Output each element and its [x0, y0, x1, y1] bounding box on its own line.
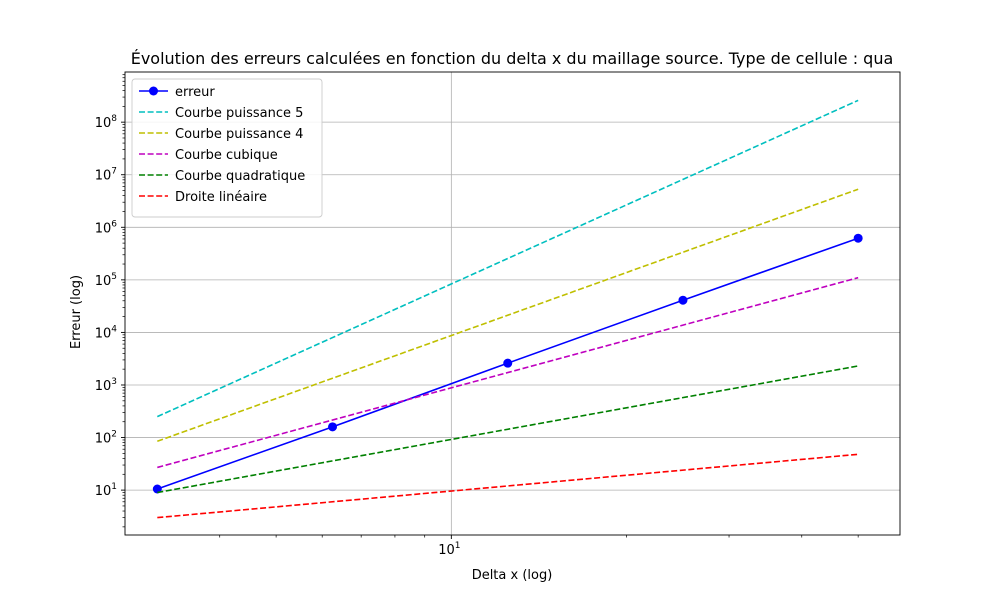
legend-entry-2: Courbe puissance 4	[139, 127, 303, 142]
grid	[125, 72, 900, 535]
series-line	[157, 188, 859, 443]
x-axis-label: Delta x (log)	[472, 568, 553, 583]
y-tick-base: 10	[95, 326, 112, 341]
legend-label: Courbe quadratique	[175, 169, 305, 184]
y-tick-label: 107	[95, 167, 117, 184]
x-tick-base: 10	[438, 543, 455, 558]
y-tick-label: 102	[95, 430, 117, 447]
y-tick-label: 108	[95, 114, 118, 131]
series-layer	[152, 99, 863, 519]
x-tick-label: 101	[438, 541, 460, 558]
y-tick-exponent: 5	[111, 272, 117, 282]
series-2	[157, 188, 859, 443]
y-tick-label: 105	[95, 272, 117, 289]
chart-title: Évolution des erreurs calculées en fonct…	[131, 49, 894, 68]
y-tick-exponent: 1	[111, 482, 117, 492]
y-tick-label: 101	[95, 482, 117, 499]
legend-label: erreur	[175, 85, 215, 100]
y-axis-label: Erreur (log)	[69, 275, 84, 349]
legend-label: Droite linéaire	[175, 190, 267, 205]
legend-entry-4: Courbe quadratique	[139, 169, 305, 184]
legend-entry-1: Courbe puissance 5	[139, 106, 303, 121]
data-point	[853, 233, 863, 243]
data-point	[503, 358, 513, 368]
legend-label: Courbe puissance 4	[175, 127, 303, 142]
data-point	[152, 484, 162, 494]
series-line	[156, 99, 859, 418]
series-1	[156, 99, 859, 418]
series-line	[157, 276, 859, 469]
legend-label: Courbe puissance 5	[175, 106, 303, 121]
legend-marker	[149, 86, 158, 96]
y-tick-label: 104	[95, 324, 118, 341]
y-tick-exponent: 2	[111, 430, 117, 440]
y-tick-base: 10	[95, 484, 112, 499]
series-line	[157, 365, 859, 494]
y-tick-exponent: 4	[111, 324, 117, 334]
y-tick-exponent: 8	[111, 114, 117, 124]
plot-frame	[124, 71, 901, 536]
series-3	[157, 276, 859, 469]
series-5	[157, 453, 859, 519]
x-tick-exponent: 1	[455, 541, 461, 551]
y-tick-label: 103	[95, 377, 117, 394]
y-tick-exponent: 7	[111, 167, 117, 177]
y-tick-base: 10	[95, 274, 112, 289]
legend-box	[131, 78, 323, 218]
y-tick-base: 10	[95, 432, 112, 447]
y-tick-label: 106	[95, 219, 118, 236]
legend-entry-0: erreur	[139, 85, 215, 100]
y-tick-base: 10	[95, 169, 112, 184]
legend-label: Courbe cubique	[175, 148, 278, 163]
y-tick-base: 10	[95, 379, 112, 394]
data-point	[678, 295, 688, 305]
series-line	[157, 453, 859, 519]
y-tick-base: 10	[95, 116, 112, 131]
series-4	[157, 365, 859, 494]
legend-entry-5: Droite linéaire	[139, 190, 267, 205]
y-tick-base: 10	[95, 221, 112, 236]
series-0	[152, 233, 863, 494]
y-tick-exponent: 6	[111, 219, 117, 229]
y-tick-exponent: 3	[111, 377, 117, 387]
legend-entry-3: Courbe cubique	[139, 148, 278, 163]
data-point	[328, 422, 338, 432]
legend: erreur Courbe puissance 5 Courbe puissance…	[131, 78, 323, 218]
